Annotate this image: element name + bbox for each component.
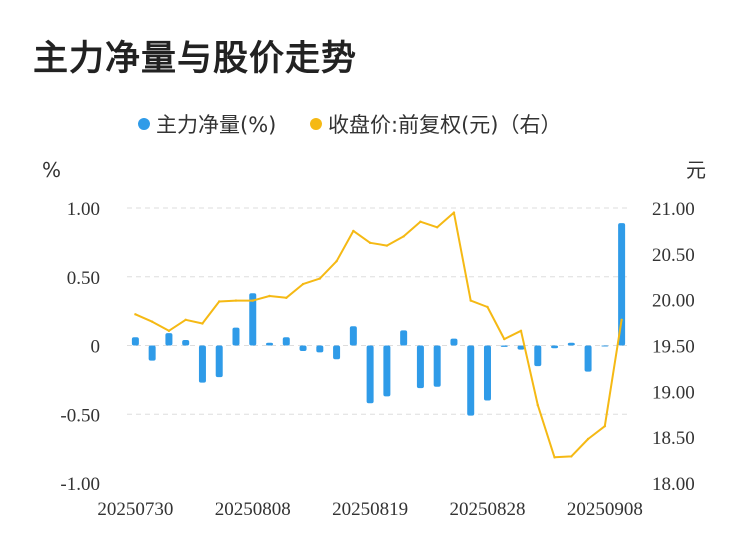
close-price-line bbox=[134, 211, 623, 459]
close-price-point bbox=[167, 329, 171, 333]
close-price-point bbox=[385, 244, 389, 247]
net-volume-bars bbox=[131, 223, 626, 416]
legend-marker-net-volume bbox=[138, 118, 150, 130]
close-price-point bbox=[519, 329, 523, 333]
net-volume-bar bbox=[198, 345, 206, 383]
close-price-point bbox=[268, 294, 271, 298]
net-volume-bar bbox=[249, 293, 257, 346]
net-volume-bar bbox=[165, 333, 173, 346]
close-price-point bbox=[285, 296, 288, 300]
x-tick-label: 20250828 bbox=[449, 499, 525, 520]
right-axis-unit: 元 bbox=[686, 158, 706, 182]
net-volume-bar bbox=[349, 326, 357, 346]
close-price-point bbox=[402, 235, 405, 238]
close-price-point bbox=[586, 437, 590, 441]
close-price-point bbox=[301, 282, 305, 286]
net-volume-bar bbox=[416, 345, 424, 389]
left-tick-label: -1.00 bbox=[60, 474, 100, 495]
close-price-point bbox=[620, 318, 623, 322]
net-volume-bar bbox=[148, 345, 156, 361]
right-tick-label: 20.00 bbox=[652, 291, 695, 312]
right-tick-label: 20.50 bbox=[652, 245, 695, 266]
x-tick-label: 20250808 bbox=[215, 499, 291, 520]
close-price-point bbox=[251, 299, 254, 302]
legend-marker-close-price bbox=[310, 118, 322, 130]
close-price-point bbox=[435, 226, 439, 229]
close-price-point bbox=[335, 259, 338, 263]
chart-title: 主力净量与股价走势 bbox=[33, 39, 358, 79]
close-price-point bbox=[184, 318, 187, 322]
net-volume-bar bbox=[282, 337, 290, 346]
net-volume-bar bbox=[182, 340, 190, 346]
net-volume-bar bbox=[131, 337, 139, 346]
left-axis-unit: % bbox=[42, 158, 61, 182]
legend-label-net-volume: 主力净量(%) bbox=[156, 113, 276, 137]
close-price-point bbox=[553, 456, 556, 459]
net-volume-bar bbox=[584, 345, 592, 372]
net-volume-bar bbox=[483, 345, 491, 401]
left-tick-label: 0 bbox=[91, 337, 101, 358]
close-price-point bbox=[234, 299, 238, 302]
left-axis-ticks: 1.00 0.50 0 -0.50 -1.00 bbox=[60, 199, 100, 495]
x-axis-ticks: 20250730 20250808 20250819 20250828 20250908 bbox=[97, 499, 642, 520]
right-tick-label: 18.50 bbox=[652, 428, 695, 449]
net-volume-bar bbox=[450, 338, 458, 346]
gridlines bbox=[127, 207, 630, 415]
close-price-point bbox=[603, 424, 607, 428]
x-tick-label: 20250730 bbox=[97, 499, 173, 520]
close-price-point bbox=[419, 220, 422, 223]
net-volume-bar bbox=[618, 223, 626, 346]
net-volume-bar bbox=[433, 345, 441, 387]
net-volume-bar bbox=[333, 345, 341, 360]
close-price-point bbox=[452, 211, 456, 214]
right-tick-label: 19.00 bbox=[652, 382, 695, 403]
net-volume-bar bbox=[500, 345, 508, 347]
net-volume-bar bbox=[366, 345, 374, 404]
legend-label-close-price: 收盘价:前复权(元)（右） bbox=[328, 113, 561, 137]
close-price-point bbox=[469, 299, 472, 302]
left-tick-label: 1.00 bbox=[67, 199, 100, 220]
close-price-point bbox=[134, 313, 137, 316]
close-price-point bbox=[486, 305, 489, 309]
net-volume-bar bbox=[299, 345, 307, 351]
net-volume-bar bbox=[215, 345, 223, 378]
close-price-point bbox=[201, 322, 204, 325]
right-tick-label: 21.00 bbox=[652, 199, 695, 220]
close-price-point bbox=[503, 337, 506, 341]
net-volume-bar bbox=[517, 345, 525, 350]
close-price-point bbox=[318, 277, 322, 280]
x-tick-label: 20250819 bbox=[332, 499, 408, 520]
net-volume-bar bbox=[266, 342, 274, 346]
net-volume-bar bbox=[467, 345, 475, 416]
net-volume-bar bbox=[534, 345, 542, 367]
x-tick-label: 20250908 bbox=[567, 499, 643, 520]
close-price-point bbox=[570, 455, 573, 458]
net-volume-bar bbox=[567, 342, 575, 346]
net-volume-bar bbox=[232, 327, 240, 346]
close-price-point bbox=[352, 229, 355, 233]
legend: 主力净量(%) 收盘价:前复权(元)（右） bbox=[138, 113, 561, 137]
right-tick-label: 18.00 bbox=[652, 474, 695, 495]
left-tick-label: -0.50 bbox=[60, 405, 100, 426]
close-price-point bbox=[536, 403, 539, 407]
right-axis-ticks: 21.00 20.50 20.00 19.50 19.00 18.50 18.00 bbox=[652, 199, 695, 495]
net-volume-bar bbox=[316, 345, 324, 353]
close-price-series-line bbox=[134, 211, 623, 459]
net-volume-bar bbox=[400, 330, 408, 346]
close-price-point bbox=[150, 320, 154, 323]
net-volume-bar bbox=[601, 345, 609, 347]
close-price-point bbox=[218, 300, 221, 303]
right-tick-label: 19.50 bbox=[652, 337, 695, 358]
net-volume-bar bbox=[383, 345, 391, 397]
net-volume-bar bbox=[551, 345, 559, 349]
close-price-point bbox=[368, 241, 372, 245]
left-tick-label: 0.50 bbox=[67, 268, 100, 289]
